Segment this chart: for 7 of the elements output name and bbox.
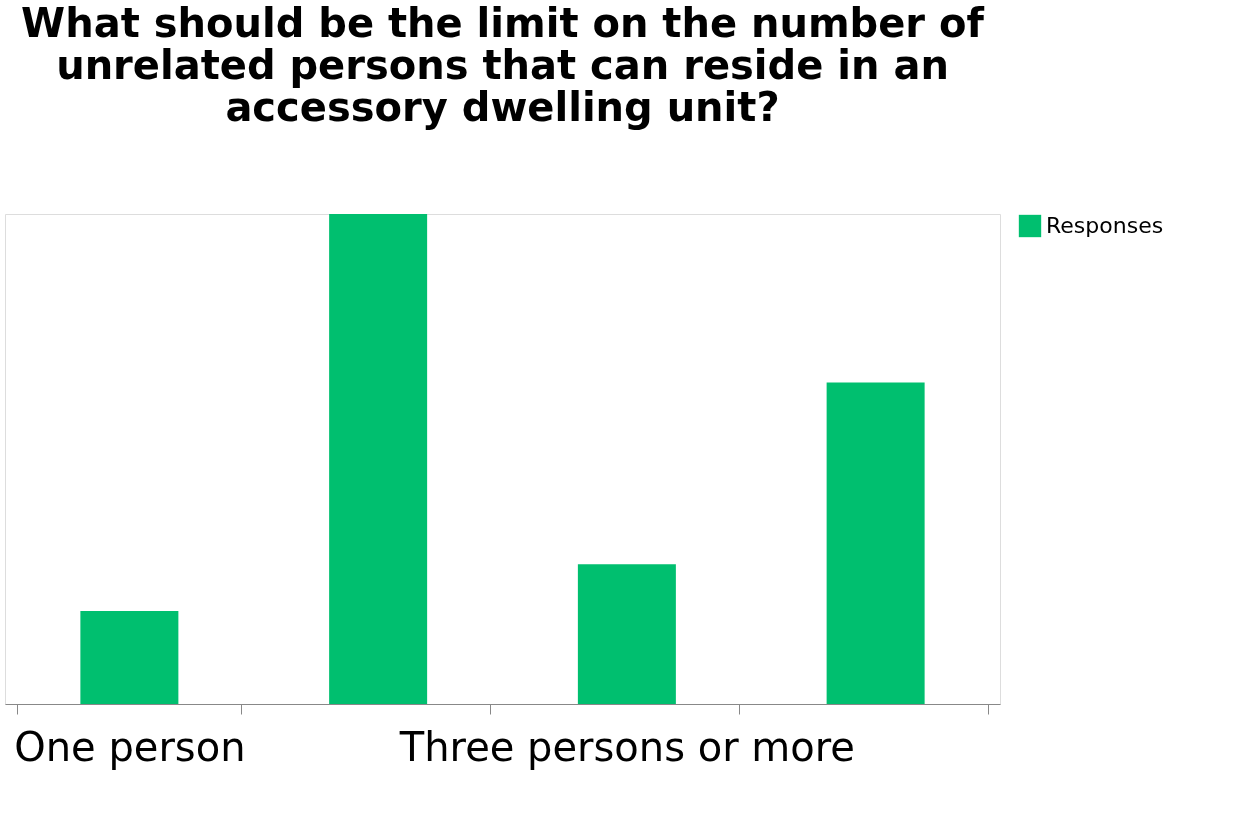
legend-label: Responses [1046, 213, 1164, 238]
bar [577, 564, 676, 704]
x-tick-label: Three persons or more [398, 723, 855, 770]
bar [80, 610, 179, 704]
bar [826, 382, 925, 704]
x-tick-label: One person [14, 723, 246, 770]
bar [329, 214, 428, 704]
